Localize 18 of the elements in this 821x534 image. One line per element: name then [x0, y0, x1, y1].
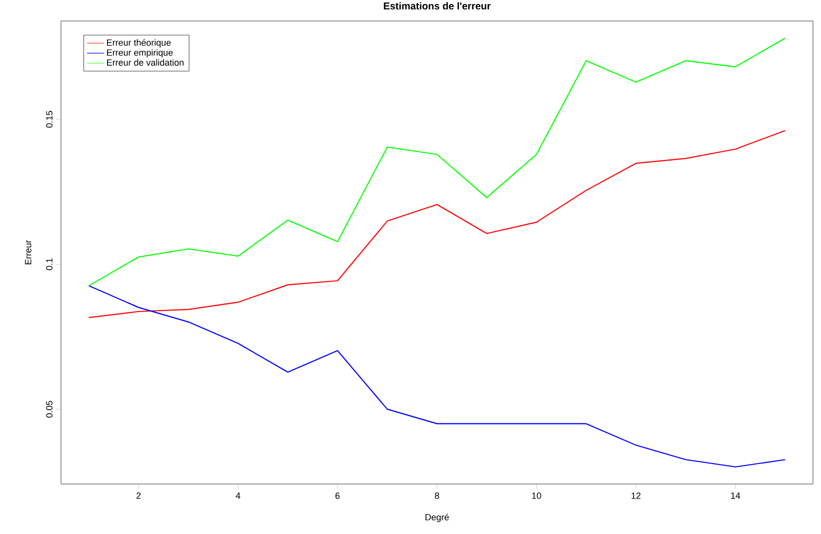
line-series — [88, 130, 786, 318]
chart-title: Estimations de l'erreur — [384, 2, 491, 10]
x-axis-title: Degré — [426, 514, 449, 522]
y-tick-label: 0.15 — [46, 110, 52, 128]
y-tick-label: 0.05 — [46, 400, 52, 418]
x-tick-label: 14 — [731, 492, 740, 499]
x-tick-label: 12 — [632, 492, 640, 499]
y-tick-label: 0.1 — [46, 258, 52, 270]
x-tick-label: 10 — [532, 492, 542, 499]
legend-label: Erreur théorique — [107, 39, 171, 48]
legend-label: Erreur empirique — [107, 49, 173, 58]
legend-label: Erreur de validation — [107, 59, 184, 66]
x-tick-label: 4 — [236, 492, 240, 499]
x-tick-label: 2 — [136, 492, 141, 499]
line-series — [88, 38, 786, 286]
x-tick-label: 6 — [335, 492, 340, 499]
y-axis-title: Erreur — [25, 240, 32, 264]
x-tick-label: 8 — [434, 492, 440, 499]
